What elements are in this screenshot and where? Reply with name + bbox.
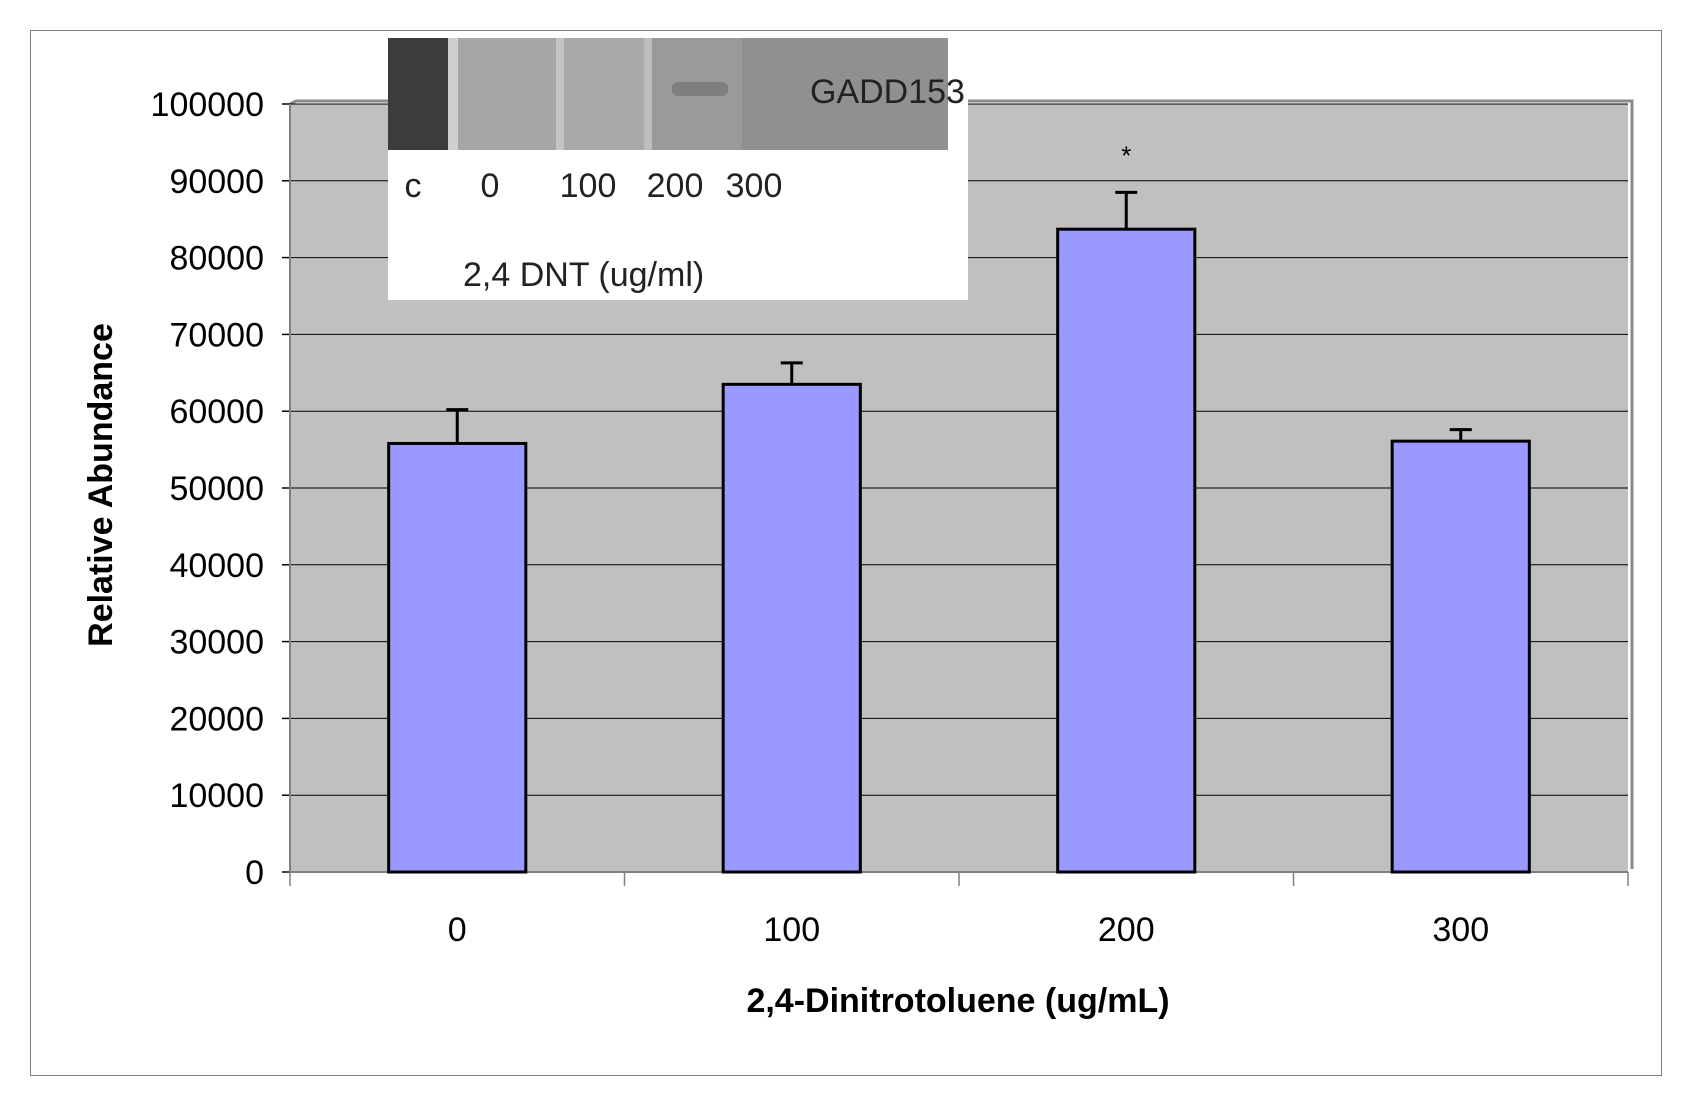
blot-caption: 2,4 DNT (ug/ml) (463, 256, 704, 294)
y-tick-label: 0 (245, 854, 264, 892)
y-tick-label: 60000 (169, 393, 264, 431)
y-tick-label: 50000 (169, 470, 264, 508)
lane-label: 100 (560, 167, 617, 205)
x-tick-label: 200 (1098, 911, 1155, 949)
blot-image (388, 38, 948, 150)
bar (721, 382, 862, 874)
lane-label: c (405, 167, 422, 205)
y-tick-label: 30000 (169, 624, 264, 662)
lane-label: 300 (726, 167, 783, 205)
western-blot-inset: GADD153 c 0 100 200 300 2,4 DNT (ug/ml) (388, 38, 968, 300)
significance-marker: * (1121, 140, 1131, 170)
y-axis-title: Relative Abundance (82, 323, 120, 647)
y-tick-label: 40000 (169, 547, 264, 585)
x-tick-label: 300 (1432, 911, 1489, 949)
y-tick-label: 80000 (169, 240, 264, 278)
x-tick-label: 0 (448, 911, 467, 949)
bar (387, 441, 528, 874)
blot-band-label: GADD153 (810, 73, 965, 111)
bar (1390, 439, 1531, 874)
lane-label: 0 (481, 167, 500, 205)
lane-labels: c 0 100 200 300 (405, 167, 783, 205)
y-tick-label: 20000 (169, 700, 264, 738)
y-tick-label: 90000 (169, 163, 264, 201)
x-tick-label: 100 (763, 911, 820, 949)
y-tick-label: 70000 (169, 316, 264, 354)
y-tick-label: 100000 (151, 86, 264, 124)
x-axis-title: 2,4-Dinitrotoluene (ug/mL) (746, 982, 1169, 1020)
bar (1056, 227, 1197, 874)
lane-label: 200 (647, 167, 704, 205)
y-tick-label: 10000 (169, 777, 264, 815)
